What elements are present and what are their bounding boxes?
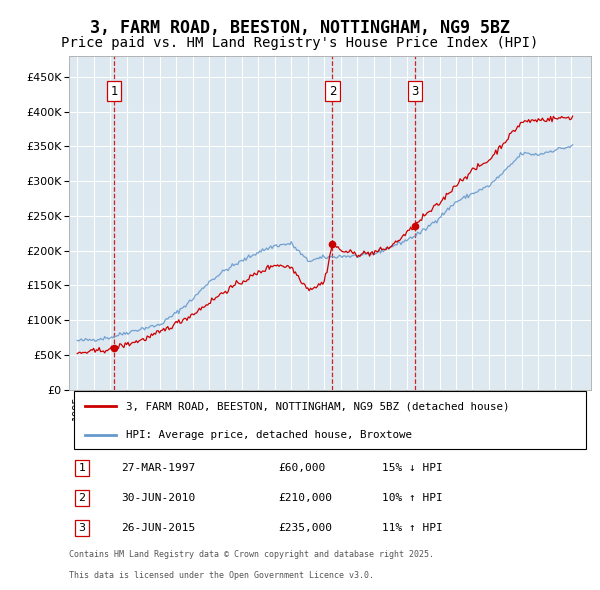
Text: Price paid vs. HM Land Registry's House Price Index (HPI): Price paid vs. HM Land Registry's House … [61, 36, 539, 50]
Text: HPI: Average price, detached house, Broxtowe: HPI: Average price, detached house, Brox… [127, 430, 412, 440]
Text: Contains HM Land Registry data © Crown copyright and database right 2025.: Contains HM Land Registry data © Crown c… [69, 550, 434, 559]
Text: 27-MAR-1997: 27-MAR-1997 [121, 463, 196, 473]
Text: This data is licensed under the Open Government Licence v3.0.: This data is licensed under the Open Gov… [69, 571, 374, 580]
Text: 11% ↑ HPI: 11% ↑ HPI [382, 523, 443, 533]
Text: 3, FARM ROAD, BEESTON, NOTTINGHAM, NG9 5BZ: 3, FARM ROAD, BEESTON, NOTTINGHAM, NG9 5… [90, 19, 510, 37]
Text: 26-JUN-2015: 26-JUN-2015 [121, 523, 196, 533]
FancyBboxPatch shape [74, 391, 586, 449]
Text: 3: 3 [79, 523, 86, 533]
Text: 3: 3 [411, 84, 418, 97]
Text: £60,000: £60,000 [278, 463, 325, 473]
Text: 2: 2 [329, 84, 336, 97]
Text: 2: 2 [79, 493, 86, 503]
Text: £235,000: £235,000 [278, 523, 332, 533]
Text: 1: 1 [110, 84, 118, 97]
Text: 30-JUN-2010: 30-JUN-2010 [121, 493, 196, 503]
Text: 15% ↓ HPI: 15% ↓ HPI [382, 463, 443, 473]
Text: 3, FARM ROAD, BEESTON, NOTTINGHAM, NG9 5BZ (detached house): 3, FARM ROAD, BEESTON, NOTTINGHAM, NG9 5… [127, 401, 510, 411]
Text: 10% ↑ HPI: 10% ↑ HPI [382, 493, 443, 503]
Text: 1: 1 [79, 463, 86, 473]
Text: £210,000: £210,000 [278, 493, 332, 503]
